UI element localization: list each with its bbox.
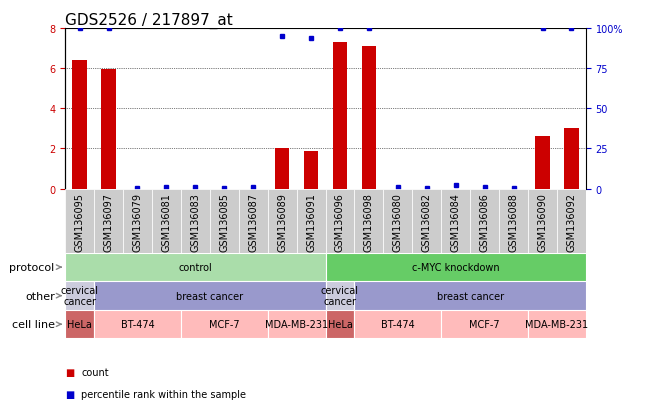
Text: cervical
cancer: cervical cancer <box>61 285 98 307</box>
FancyBboxPatch shape <box>65 253 326 282</box>
Text: cell line: cell line <box>12 319 55 330</box>
FancyBboxPatch shape <box>412 189 441 253</box>
Bar <box>275 149 289 189</box>
Text: GSM136080: GSM136080 <box>393 192 403 251</box>
FancyBboxPatch shape <box>326 310 354 339</box>
FancyBboxPatch shape <box>94 189 123 253</box>
Text: count: count <box>81 367 109 377</box>
FancyBboxPatch shape <box>354 189 383 253</box>
FancyBboxPatch shape <box>181 310 268 339</box>
Text: breast cancer: breast cancer <box>176 291 243 301</box>
Text: GSM136095: GSM136095 <box>75 192 85 251</box>
Bar <box>535 137 549 189</box>
FancyBboxPatch shape <box>210 189 239 253</box>
Text: MDA-MB-231: MDA-MB-231 <box>525 319 589 330</box>
Text: GSM136086: GSM136086 <box>480 192 490 251</box>
FancyBboxPatch shape <box>268 189 297 253</box>
Text: GSM136083: GSM136083 <box>190 192 201 251</box>
FancyBboxPatch shape <box>326 253 586 282</box>
Text: GSM136092: GSM136092 <box>566 192 576 251</box>
Text: GSM136088: GSM136088 <box>508 192 519 251</box>
Text: GSM136079: GSM136079 <box>132 192 143 251</box>
Bar <box>362 47 376 189</box>
Text: GSM136085: GSM136085 <box>219 192 229 251</box>
FancyBboxPatch shape <box>268 310 326 339</box>
Text: GSM136098: GSM136098 <box>364 192 374 251</box>
FancyBboxPatch shape <box>441 310 528 339</box>
Text: BT-474: BT-474 <box>381 319 415 330</box>
Text: HeLa: HeLa <box>67 319 92 330</box>
FancyBboxPatch shape <box>354 310 441 339</box>
FancyBboxPatch shape <box>499 189 528 253</box>
Text: MDA-MB-231: MDA-MB-231 <box>265 319 328 330</box>
Text: control: control <box>178 263 212 273</box>
FancyBboxPatch shape <box>65 282 94 310</box>
Text: MCF-7: MCF-7 <box>469 319 500 330</box>
Text: BT-474: BT-474 <box>120 319 154 330</box>
FancyBboxPatch shape <box>297 189 326 253</box>
Text: other: other <box>25 291 55 301</box>
Text: GSM136091: GSM136091 <box>306 192 316 251</box>
FancyBboxPatch shape <box>326 189 354 253</box>
Text: breast cancer: breast cancer <box>437 291 504 301</box>
Text: protocol: protocol <box>9 263 55 273</box>
Text: GSM136081: GSM136081 <box>161 192 171 251</box>
FancyBboxPatch shape <box>326 282 354 310</box>
Text: GSM136089: GSM136089 <box>277 192 287 251</box>
FancyBboxPatch shape <box>528 310 586 339</box>
Bar <box>72 61 87 189</box>
Text: GSM136087: GSM136087 <box>248 192 258 251</box>
FancyBboxPatch shape <box>94 282 326 310</box>
Text: HeLa: HeLa <box>327 319 352 330</box>
FancyBboxPatch shape <box>528 189 557 253</box>
Text: cervical
cancer: cervical cancer <box>321 285 359 307</box>
FancyBboxPatch shape <box>354 282 586 310</box>
Text: GSM136090: GSM136090 <box>538 192 547 251</box>
Text: GSM136084: GSM136084 <box>450 192 461 251</box>
FancyBboxPatch shape <box>152 189 181 253</box>
FancyBboxPatch shape <box>239 189 268 253</box>
FancyBboxPatch shape <box>441 189 470 253</box>
FancyBboxPatch shape <box>181 189 210 253</box>
FancyBboxPatch shape <box>65 310 94 339</box>
Text: ■: ■ <box>65 367 74 377</box>
Text: GSM136082: GSM136082 <box>422 192 432 251</box>
FancyBboxPatch shape <box>94 310 181 339</box>
Text: GSM136096: GSM136096 <box>335 192 345 251</box>
Bar <box>304 152 318 189</box>
FancyBboxPatch shape <box>557 189 586 253</box>
Text: ■: ■ <box>65 389 74 399</box>
Bar <box>333 43 347 189</box>
FancyBboxPatch shape <box>65 189 94 253</box>
FancyBboxPatch shape <box>383 189 412 253</box>
Bar <box>564 129 579 189</box>
Text: GDS2526 / 217897_at: GDS2526 / 217897_at <box>65 13 233 29</box>
FancyBboxPatch shape <box>123 189 152 253</box>
Text: GSM136097: GSM136097 <box>104 192 113 251</box>
Text: MCF-7: MCF-7 <box>209 319 240 330</box>
FancyBboxPatch shape <box>470 189 499 253</box>
Text: percentile rank within the sample: percentile rank within the sample <box>81 389 246 399</box>
Text: c-MYC knockdown: c-MYC knockdown <box>412 263 499 273</box>
Bar <box>102 70 116 189</box>
